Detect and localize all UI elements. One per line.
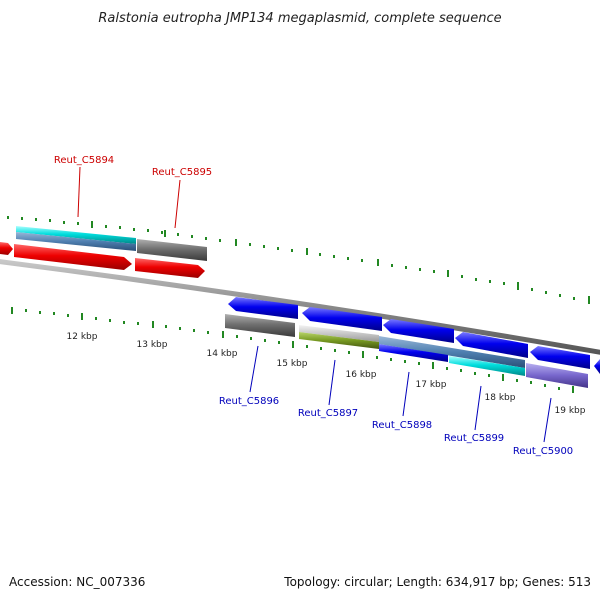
gene-label-reverse[interactable]: Reut_C5900: [513, 446, 573, 457]
map-title: Ralstonia eutropha JMP134 megaplasmid, c…: [98, 11, 501, 26]
forward-features: [0, 226, 207, 278]
gene-feature-blue[interactable]: [379, 344, 448, 362]
gene-feature-blue[interactable]: [228, 297, 298, 319]
gene-feature-olive[interactable]: [299, 332, 379, 349]
gene-label-reverse[interactable]: Reut_C5897: [298, 408, 358, 419]
gene-label-reverse[interactable]: Reut_C5898: [372, 420, 432, 431]
gene-feature-cyan[interactable]: [449, 356, 525, 376]
plasmid-backbone: [0, 259, 600, 355]
accession-text: Accession: NC_007336: [9, 575, 145, 589]
gene-label-leader: [543, 397, 552, 443]
gene-feature-steel[interactable]: [16, 232, 136, 251]
scale-label: 16 kbp: [346, 370, 377, 380]
gene-label-leader: [402, 371, 410, 417]
gene-label-reverse[interactable]: Reut_C5899: [444, 433, 504, 444]
gene-feature-red[interactable]: [14, 244, 132, 270]
scale-label: 18 kbp: [485, 393, 516, 403]
gene-label-leader: [77, 166, 81, 218]
gene-label-forward[interactable]: Reut_C5895: [152, 167, 212, 178]
gene-feature-grey[interactable]: [225, 314, 295, 337]
topology-summary: Topology: circular; Length: 634,917 bp; …: [283, 575, 591, 589]
gene-feature-red[interactable]: [0, 242, 13, 255]
gene-feature-grey[interactable]: [137, 239, 207, 261]
gene-label-reverse[interactable]: Reut_C5896: [219, 396, 279, 407]
gene-label-leader: [474, 385, 482, 431]
gene-feature-steel[interactable]: [379, 336, 525, 368]
gene-feature-blue[interactable]: [302, 307, 382, 331]
gene-feature-blue[interactable]: [383, 319, 454, 343]
scale-label: 15 kbp: [277, 359, 308, 369]
gene-label-leader: [328, 359, 336, 406]
forward-strand-ticks: [7, 216, 590, 304]
reverse-features: [225, 297, 600, 388]
gene-feature-blue[interactable]: [594, 359, 600, 374]
gene-feature-red[interactable]: [135, 258, 205, 278]
gene-feature-blue[interactable]: [530, 346, 590, 369]
scale-label: 17 kbp: [416, 380, 447, 390]
gene-feature-light-grey[interactable]: [299, 325, 379, 342]
gene-label-leader: [249, 345, 259, 393]
scale-ticks: [11, 307, 574, 393]
scale-label: 13 kbp: [137, 340, 168, 350]
gene-label-forward[interactable]: Reut_C5894: [54, 155, 114, 166]
scale-label: 14 kbp: [207, 349, 238, 359]
scale-label: 12 kbp: [67, 332, 98, 342]
gene-label-leader: [174, 179, 181, 229]
gene-feature-cyan[interactable]: [16, 226, 136, 244]
gene-feature-purple[interactable]: [526, 363, 588, 388]
gene-feature-blue[interactable]: [455, 332, 528, 358]
scale-label: 19 kbp: [555, 406, 586, 416]
